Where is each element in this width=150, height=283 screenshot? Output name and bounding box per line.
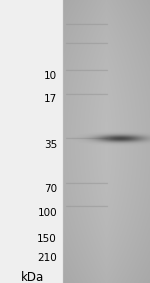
Text: 10: 10 (44, 71, 57, 82)
Text: 17: 17 (44, 94, 57, 104)
Text: 210: 210 (37, 253, 57, 263)
Text: 150: 150 (37, 234, 57, 244)
Text: 100: 100 (37, 208, 57, 218)
Text: 70: 70 (44, 184, 57, 194)
Text: kDa: kDa (21, 271, 45, 283)
Text: 35: 35 (44, 140, 57, 150)
